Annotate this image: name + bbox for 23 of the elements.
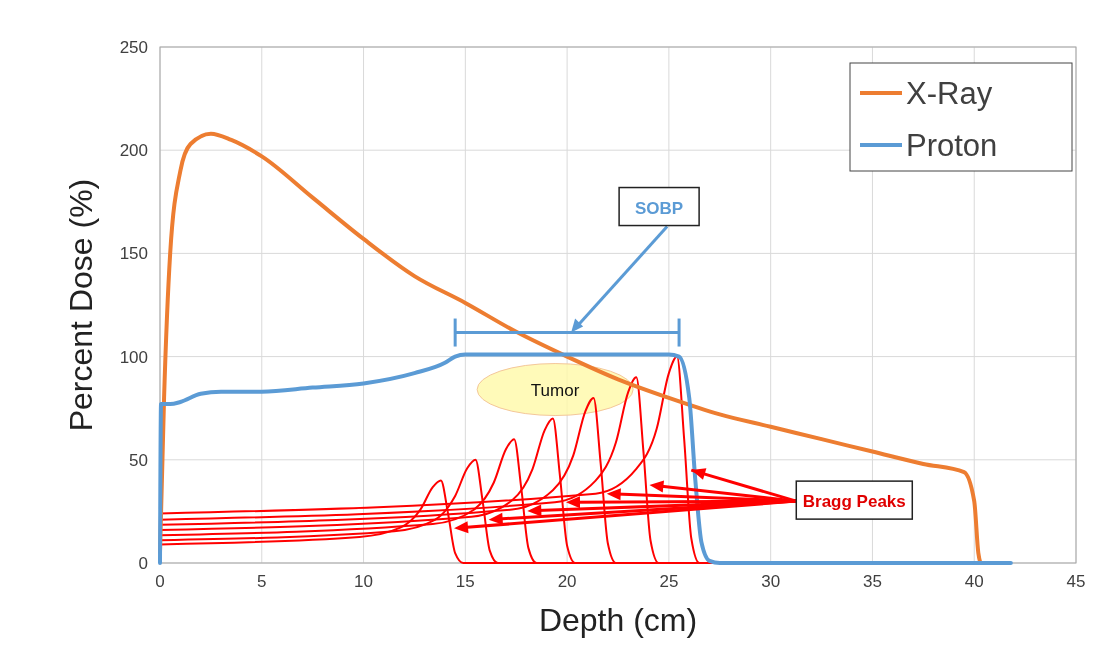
x-tick-label: 45	[1066, 572, 1086, 591]
x-tick-label: 5	[257, 572, 267, 591]
annotation: Tumor	[530, 380, 580, 400]
y-axis-title: Percent Dose (%)	[63, 178, 99, 432]
x-tick-label: 0	[155, 572, 165, 591]
x-tick-label: 30	[761, 572, 781, 591]
y-tick-label: 50	[129, 450, 148, 470]
x-tick-label: 10	[354, 572, 374, 591]
legend-label: X-Ray	[906, 76, 993, 111]
legend-label: Proton	[906, 128, 998, 163]
y-tick-label: 150	[119, 244, 148, 264]
annotation: SOBP	[635, 198, 684, 218]
y-tick-label: 250	[119, 38, 148, 57]
x-tick-label: 15	[455, 572, 475, 591]
x-axis-title: Depth (cm)	[538, 602, 698, 638]
y-tick-label: 200	[119, 141, 148, 161]
y-tick-label: 100	[119, 347, 148, 367]
x-tick-label: 20	[557, 572, 577, 591]
annotation: Bragg Peaks	[802, 492, 906, 512]
x-tick-label: 40	[964, 572, 984, 591]
x-tick-label: 25	[659, 572, 679, 591]
x-tick-label: 35	[862, 572, 882, 591]
y-tick-label: 0	[138, 554, 148, 573]
